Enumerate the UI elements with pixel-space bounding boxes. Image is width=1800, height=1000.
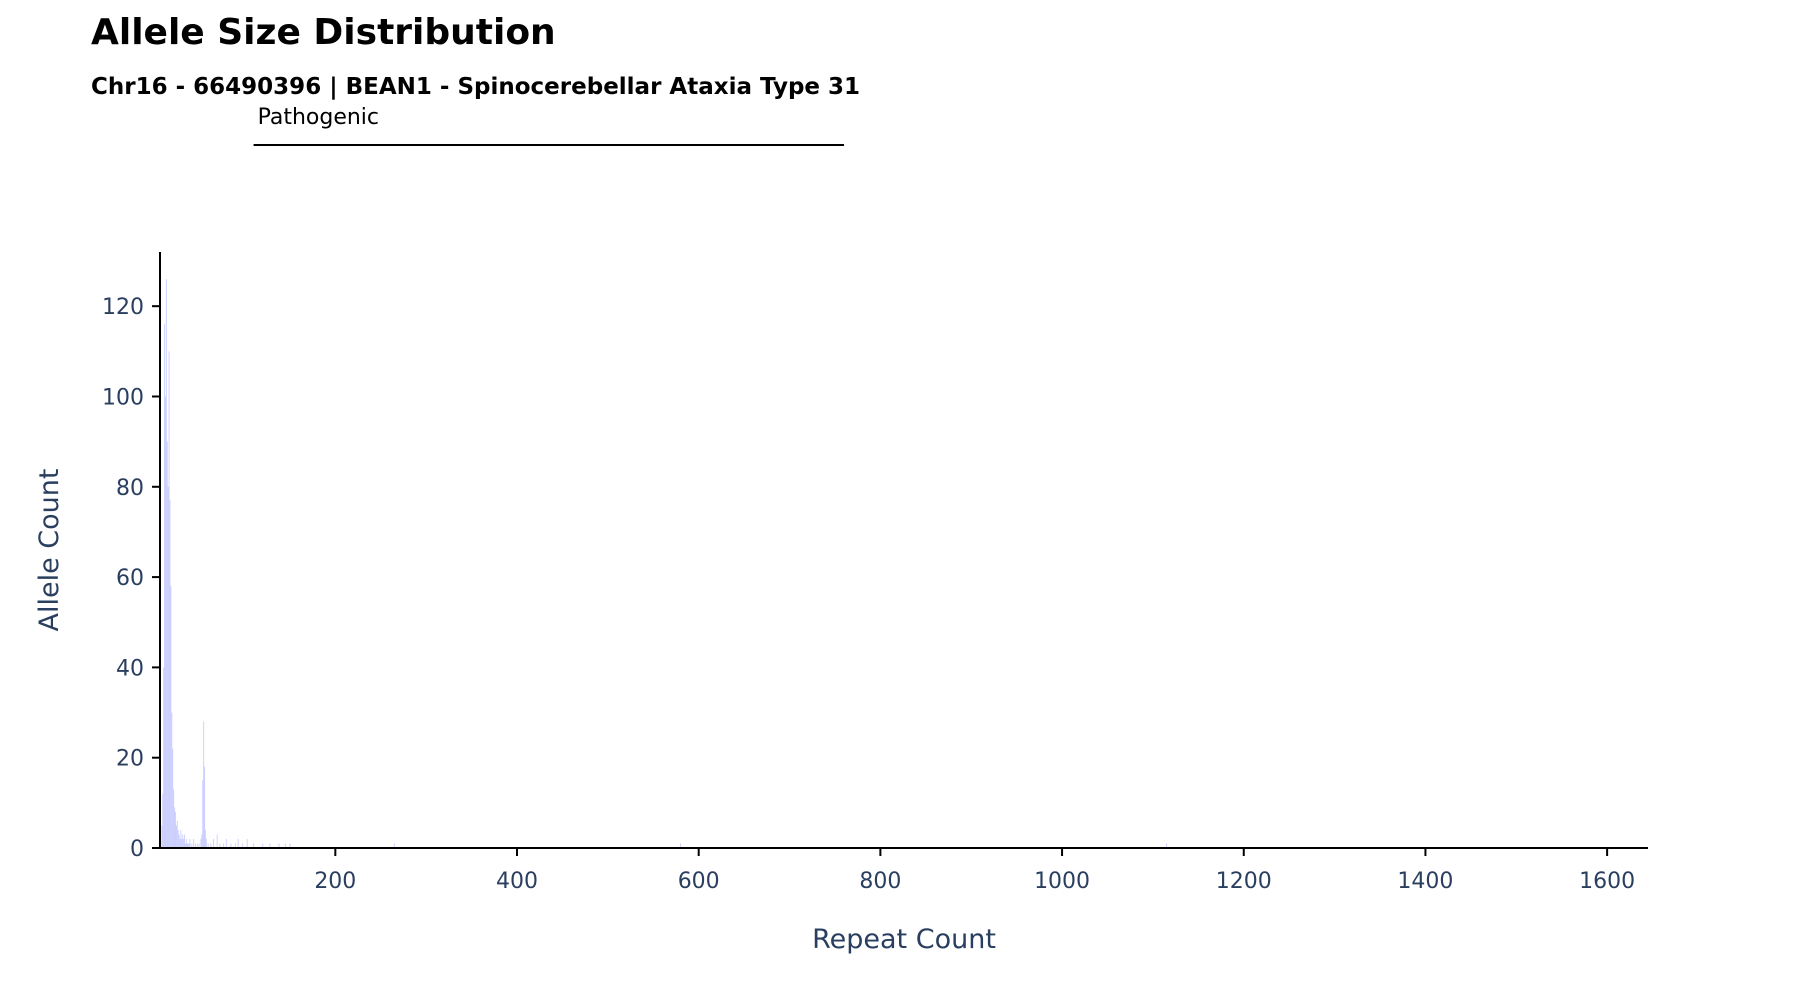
x-tick-label-400: 400	[496, 869, 538, 894]
bar-21[interactable]	[172, 749, 173, 848]
x-tick-label-800: 800	[859, 869, 901, 894]
bar-20[interactable]	[171, 713, 172, 848]
x-ticks: 200 400 600 800 1000 1200 1400 1600	[314, 848, 1635, 894]
bar-44[interactable]	[193, 839, 194, 848]
x-tick-label-200: 200	[314, 869, 356, 894]
bar-53[interactable]	[201, 834, 202, 848]
bar-10[interactable]	[162, 794, 163, 848]
y-tick-label-40: 40	[116, 656, 144, 681]
bar-93[interactable]	[238, 839, 239, 848]
bar-33[interactable]	[183, 839, 184, 848]
bar-26[interactable]	[177, 821, 178, 848]
x-tick-label-600: 600	[678, 869, 720, 894]
bar-36[interactable]	[186, 839, 187, 848]
bar-54[interactable]	[202, 780, 203, 848]
bar-13[interactable]	[165, 396, 166, 848]
bar-27[interactable]	[178, 830, 179, 848]
bar-15[interactable]	[167, 442, 168, 848]
bar-25[interactable]	[176, 825, 177, 848]
bar-57[interactable]	[205, 830, 206, 848]
bar-52[interactable]	[200, 839, 201, 848]
bar-34[interactable]	[184, 834, 185, 848]
y-ticks: 0 20 40 60 80 100 120	[102, 295, 160, 862]
x-tick-label-1200: 1200	[1216, 869, 1272, 894]
x-tick-label-1000: 1000	[1034, 869, 1090, 894]
y-tick-label-120: 120	[102, 295, 144, 320]
bar-66[interactable]	[213, 839, 214, 848]
bar-23[interactable]	[174, 807, 175, 848]
bar-56[interactable]	[204, 767, 205, 848]
y-tick-label-100: 100	[102, 385, 144, 410]
bar-31[interactable]	[181, 839, 182, 848]
bar-14[interactable]	[166, 279, 167, 848]
x-tick-label-1600: 1600	[1579, 869, 1635, 894]
bar-55[interactable]	[203, 722, 204, 848]
bar-29[interactable]	[179, 839, 180, 848]
axes-layer	[160, 252, 1648, 848]
bar-28[interactable]	[179, 834, 180, 848]
annotation-layer: Pathogenic	[254, 105, 844, 145]
bar-9[interactable]	[161, 825, 162, 848]
y-tick-label-80: 80	[116, 476, 144, 501]
y-tick-label-20: 20	[116, 747, 144, 772]
bar-30[interactable]	[180, 830, 181, 848]
bar-40[interactable]	[189, 839, 190, 848]
bar-11[interactable]	[163, 667, 164, 848]
bar-17[interactable]	[169, 351, 170, 848]
pathogenic-label: Pathogenic	[258, 105, 379, 130]
bar-12[interactable]	[164, 324, 165, 848]
x-axis-title: Repeat Count	[812, 924, 996, 955]
y-axis-title: Allele Count	[34, 469, 65, 632]
bar-103[interactable]	[247, 839, 248, 848]
bar-24[interactable]	[175, 812, 176, 848]
bar-80[interactable]	[226, 839, 227, 848]
bar-19[interactable]	[170, 586, 171, 848]
bar-18[interactable]	[169, 500, 170, 848]
bar-32[interactable]	[182, 834, 183, 848]
bar-58[interactable]	[206, 839, 207, 848]
bars-layer	[161, 279, 1167, 848]
bar-16[interactable]	[168, 487, 169, 848]
bar-22[interactable]	[173, 789, 174, 848]
y-tick-label-0: 0	[130, 837, 144, 862]
x-tick-label-1400: 1400	[1397, 869, 1453, 894]
bar-70[interactable]	[217, 834, 218, 848]
y-tick-label-60: 60	[116, 566, 144, 591]
